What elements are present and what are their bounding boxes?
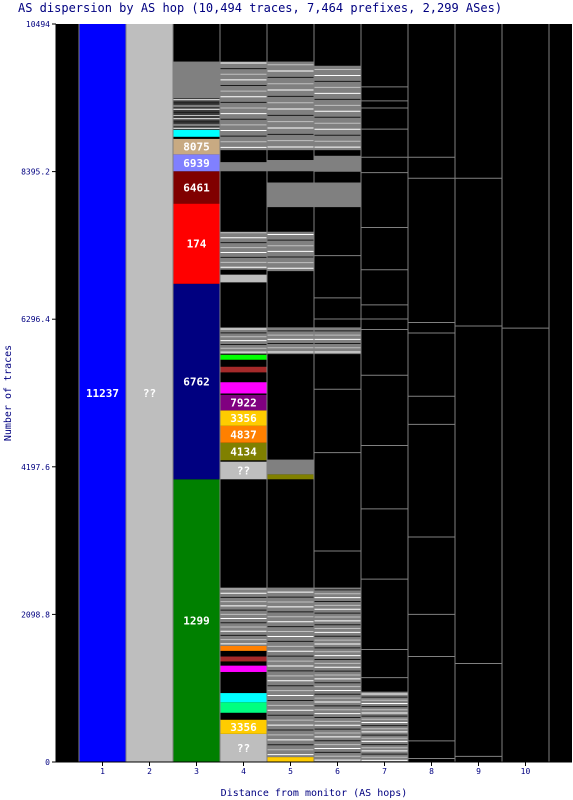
segment-hop3-3 [173,283,220,480]
stripe-lines [173,62,408,761]
segment-hop5-39 [267,160,314,172]
segment-hop4-21 [220,425,267,443]
segment-label-hop1-0: 11237 [86,387,119,400]
segment-label-hop4-19: ?? [237,464,250,477]
segment-hop6-42 [314,327,361,355]
x-tick-label-7: 8 [429,767,434,776]
x-tick-label-3: 4 [241,767,246,776]
x-tick-label-0: 1 [100,767,105,776]
segment-hop2-1 [126,24,173,762]
segment-label-hop4-23: 7922 [230,397,257,410]
x-tick-label-8: 9 [476,767,481,776]
segment-label-hop3-5: 6461 [183,181,210,194]
x-tick-label-5: 6 [335,767,340,776]
segment-hop5-36 [267,327,314,355]
segment-hop4-14 [220,693,267,703]
segment-hop4-24 [220,382,267,394]
segment-hop6-45 [314,65,361,151]
x-axis: 1 2 3 4 5 6 7 8 9 10 [56,761,572,776]
segment-hop4-30 [220,162,267,172]
y-tick-label-1: 2098.8 [21,610,50,619]
segment-hop4-15 [220,665,267,672]
x-tick-label-4: 5 [288,767,293,776]
segment-hop4-12 [220,719,267,734]
segment-hop3-7 [173,138,220,155]
segment-hop3-4 [173,203,220,284]
segment-hop6-44 [314,155,361,172]
segment-hop4-31 [220,61,267,151]
y-tick-label-0: 0 [45,758,50,767]
segment-hop7-46 [361,691,408,762]
y-tick-label-5: 10494 [26,20,50,29]
segment-hop4-13 [220,702,267,713]
segment-label-hop4-21: 4837 [230,428,257,441]
segment-hop4-11 [220,733,267,762]
segment-hop3-8 [173,129,220,137]
segment-hop1-0 [79,24,126,762]
x-tick-label-6: 7 [382,767,387,776]
segment-hop3-2 [173,479,220,762]
x-tick-label-9: 10 [521,767,531,776]
segment-label-hop4-11: ?? [237,742,250,755]
segment-hop3-9 [173,98,220,130]
segment-hop4-22 [220,410,267,426]
segment-hop4-23 [220,394,267,411]
segment-label-hop3-6: 6939 [183,157,210,170]
y-tick-label-3: 6296.4 [21,315,50,324]
segment-label-hop3-4: 174 [187,238,207,251]
bar-segments [79,24,408,762]
segment-hop4-18 [220,587,267,646]
segment-label-hop4-20: 4134 [230,446,257,459]
divider-lines [314,86,549,759]
segment-label-hop4-22: 3356 [230,412,257,425]
segment-hop4-28 [220,274,267,283]
x-axis-title: Distance from monitor (AS hops) [221,788,408,799]
segment-hop5-33 [267,587,314,758]
x-tick-label-1: 2 [147,767,152,776]
segment-label-hop3-3: 6762 [183,376,210,389]
y-tick-label-4: 8395.2 [21,168,50,177]
segment-hop5-35 [267,459,314,475]
segment-hop5-34 [267,474,314,480]
segment-hop4-17 [220,645,267,651]
segment-label-hop2-1: ?? [143,387,156,400]
segment-hop6-43 [314,182,361,208]
segment-hop3-10 [173,61,220,99]
segment-label-hop3-2: 1299 [183,615,210,628]
column-separators [78,24,550,762]
segment-hop3-6 [173,154,220,172]
segment-hop4-19 [220,461,267,480]
y-axis: 0 2098.8 4197.6 6296.4 8395.2 10494 [21,20,57,767]
segment-hop4-20 [220,442,267,461]
chart-title: AS dispersion by AS hop (10,494 traces, … [18,1,502,15]
segment-labels: 11237 ?? 1299 6762 174 6461 6939 8075?? 3356?? 41… [86,141,257,755]
segment-hop4-26 [220,354,267,360]
y-tick-label-2: 4197.6 [21,463,50,472]
segment-label-hop4-12: 3356 [230,721,257,734]
segment-hop5-32 [267,757,314,762]
x-tick-label-2: 3 [194,767,199,776]
segment-hop4-25 [220,366,267,373]
y-axis-title: Number of traces [3,345,14,441]
segment-hop4-16 [220,656,267,662]
segment-hop3-5 [173,171,220,204]
segment-label-hop3-7: 8075 [183,141,210,154]
segment-hop5-40 [267,61,314,151]
segment-hop5-38 [267,182,314,208]
